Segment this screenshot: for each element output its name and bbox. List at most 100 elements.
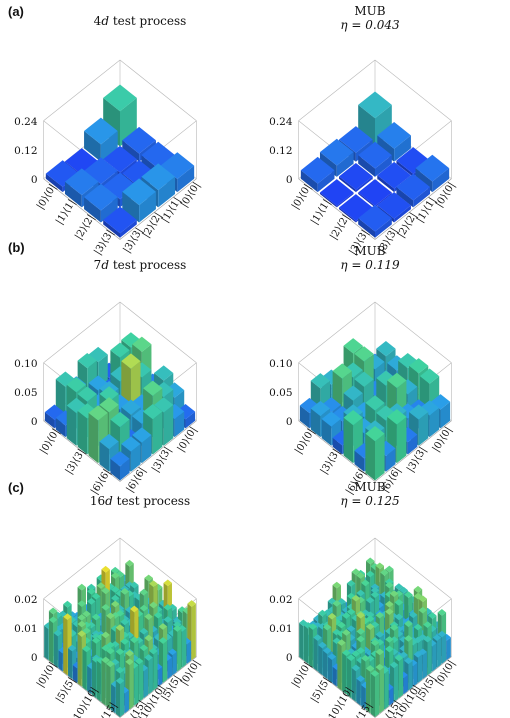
x-tick-label: |5⟩⟨5| [309, 676, 333, 705]
bar3d-plot-c-right: 0.020.010|0⟩⟨0||5⟩⟨5||10⟩⟨10||15⟩⟨15||0⟩… [269, 537, 458, 718]
bar [77, 620, 86, 628]
bar [376, 341, 396, 357]
bar [375, 192, 392, 208]
bar [45, 173, 63, 193]
bar-series [299, 338, 451, 481]
x-tick-label: |0⟩⟨0| [290, 661, 314, 690]
plot-title-b-right: MUB [354, 244, 386, 258]
z-tick-label: 0.02 [14, 594, 37, 606]
z-tick-label: 0.12 [14, 145, 37, 157]
bar [440, 401, 451, 429]
bar [149, 647, 158, 655]
bar [366, 611, 375, 619]
bar [318, 641, 327, 649]
bar [177, 628, 182, 672]
z-tick-label: 0 [286, 174, 293, 186]
bar [122, 140, 140, 162]
x-tick-label: |0⟩⟨0| [290, 183, 314, 212]
bar [152, 411, 163, 455]
bar [77, 630, 86, 637]
bar [384, 670, 389, 710]
bar [55, 371, 76, 387]
bar [182, 628, 187, 668]
bar [417, 654, 423, 683]
bar [99, 397, 119, 413]
bar [162, 640, 168, 683]
bounding-box-front [298, 656, 452, 718]
bar [168, 603, 177, 611]
bar [103, 172, 137, 200]
bar [124, 690, 129, 714]
bar [111, 586, 120, 593]
bar [370, 586, 380, 594]
bar [63, 616, 68, 676]
bar [87, 665, 92, 695]
bar [432, 634, 442, 641]
z-tick-label: 0.05 [269, 387, 292, 399]
bar-series [44, 332, 196, 481]
bar [385, 448, 396, 472]
bar [404, 635, 413, 642]
bar [132, 427, 152, 443]
bar [58, 650, 63, 672]
bar [346, 654, 356, 662]
bar [408, 660, 413, 691]
bar [339, 176, 356, 193]
bar [91, 637, 101, 644]
bar [101, 603, 110, 611]
bar [413, 651, 423, 658]
bar [172, 651, 177, 676]
bar [403, 674, 408, 695]
bar [130, 661, 139, 669]
bar [366, 623, 375, 630]
bar [91, 633, 101, 640]
bar [370, 673, 375, 718]
z-tick-label: 0 [286, 416, 293, 428]
bar [115, 624, 125, 631]
x-tick-label: |0⟩⟨0| [293, 427, 317, 456]
bar [143, 380, 163, 396]
bar [300, 170, 318, 193]
bar [77, 353, 97, 369]
bar [399, 586, 408, 594]
bar [77, 600, 86, 607]
z-tick-label: 0.01 [14, 623, 37, 635]
bar [321, 419, 332, 446]
bar [375, 611, 384, 619]
bar [77, 633, 82, 687]
z-tick-label: 0.02 [269, 594, 292, 606]
bar [45, 160, 80, 187]
bar [361, 681, 370, 689]
bar [377, 175, 395, 193]
bar [346, 625, 356, 633]
bar [396, 416, 407, 464]
bar [163, 404, 174, 446]
bar [396, 160, 414, 177]
bar [358, 179, 392, 206]
bar [380, 591, 389, 599]
bar [106, 663, 111, 710]
z-tick-label: 0.10 [269, 358, 292, 370]
bar [389, 590, 399, 597]
bar [351, 594, 361, 602]
bar [144, 574, 153, 582]
bar [53, 629, 63, 637]
bar [122, 126, 156, 154]
bar [154, 611, 163, 619]
bar-series [300, 91, 450, 238]
bar [48, 607, 58, 615]
bar [144, 634, 153, 642]
bar [356, 589, 365, 597]
bar [370, 591, 380, 598]
bar [111, 640, 120, 648]
plot-title-c-right: MUB [354, 480, 386, 494]
bar [342, 629, 351, 636]
bar [332, 363, 352, 379]
x-tick-label: |2⟩⟨2| [73, 213, 97, 242]
x-tick-label: |1⟩⟨1| [309, 198, 333, 227]
bar-series [299, 557, 451, 718]
bar [149, 601, 158, 609]
bar [84, 130, 101, 162]
bar [323, 647, 332, 654]
x-tick-label: |3⟩⟨3| [64, 447, 88, 476]
